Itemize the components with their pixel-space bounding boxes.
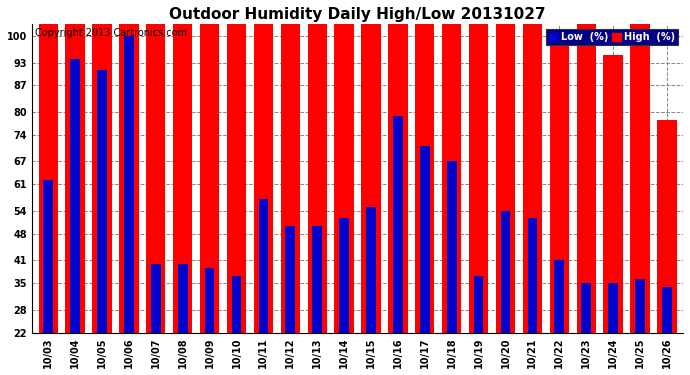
Bar	[609, 283, 618, 333]
Text: Copyright 2013 Cartronics.com: Copyright 2013 Cartronics.com	[35, 28, 187, 38]
Bar	[178, 264, 188, 333]
Bar	[281, 2, 300, 333]
Bar	[286, 226, 295, 333]
Bar	[415, 0, 435, 333]
Bar	[662, 287, 672, 333]
Bar	[496, 0, 515, 333]
Bar	[205, 268, 215, 333]
Bar	[631, 108, 650, 333]
Bar	[577, 97, 596, 333]
Bar	[151, 264, 161, 333]
Bar	[43, 180, 53, 333]
Bar	[523, 0, 542, 333]
Bar	[658, 120, 677, 333]
Bar	[474, 276, 484, 333]
Bar	[173, 36, 193, 333]
Legend: Low  (%), High  (%): Low (%), High (%)	[546, 29, 678, 45]
Bar	[335, 0, 354, 333]
Bar	[388, 63, 408, 333]
Bar	[388, 0, 408, 333]
Bar	[550, 127, 569, 333]
Bar	[631, 24, 650, 333]
Bar	[604, 139, 623, 333]
Bar	[501, 211, 511, 333]
Bar	[66, 36, 85, 333]
Bar	[39, 0, 58, 333]
Bar	[469, 0, 489, 333]
Bar	[555, 260, 564, 333]
Bar	[308, 0, 327, 333]
Bar	[200, 0, 219, 333]
Bar	[92, 36, 112, 333]
Title: Outdoor Humidity Daily High/Low 20131027: Outdoor Humidity Daily High/Low 20131027	[169, 7, 546, 22]
Bar	[119, 36, 139, 333]
Bar	[66, 0, 85, 333]
Bar	[254, 0, 273, 333]
Bar	[227, 36, 246, 333]
Bar	[362, 36, 381, 333]
Bar	[313, 226, 322, 333]
Bar	[119, 0, 139, 333]
Bar	[442, 0, 462, 333]
Bar	[366, 207, 376, 333]
Bar	[227, 0, 246, 333]
Bar	[146, 51, 166, 333]
Bar	[577, 13, 596, 333]
Bar	[604, 55, 623, 333]
Bar	[523, 70, 542, 333]
Bar	[420, 146, 430, 333]
Bar	[146, 0, 166, 333]
Bar	[447, 161, 457, 333]
Bar	[658, 203, 677, 333]
Bar	[281, 86, 300, 333]
Bar	[254, 63, 273, 333]
Bar	[496, 36, 515, 333]
Bar	[582, 283, 591, 333]
Bar	[635, 279, 645, 333]
Bar	[173, 0, 193, 333]
Bar	[39, 36, 58, 333]
Bar	[339, 219, 349, 333]
Bar	[232, 276, 241, 333]
Bar	[200, 81, 219, 333]
Bar	[124, 36, 134, 333]
Bar	[550, 44, 569, 333]
Bar	[442, 66, 462, 333]
Bar	[362, 0, 381, 333]
Bar	[97, 70, 107, 333]
Bar	[393, 116, 403, 333]
Bar	[70, 59, 80, 333]
Bar	[528, 219, 538, 333]
Bar	[308, 74, 327, 333]
Bar	[259, 200, 268, 333]
Bar	[335, 63, 354, 333]
Bar	[415, 63, 435, 333]
Bar	[469, 81, 489, 333]
Bar	[92, 0, 112, 333]
